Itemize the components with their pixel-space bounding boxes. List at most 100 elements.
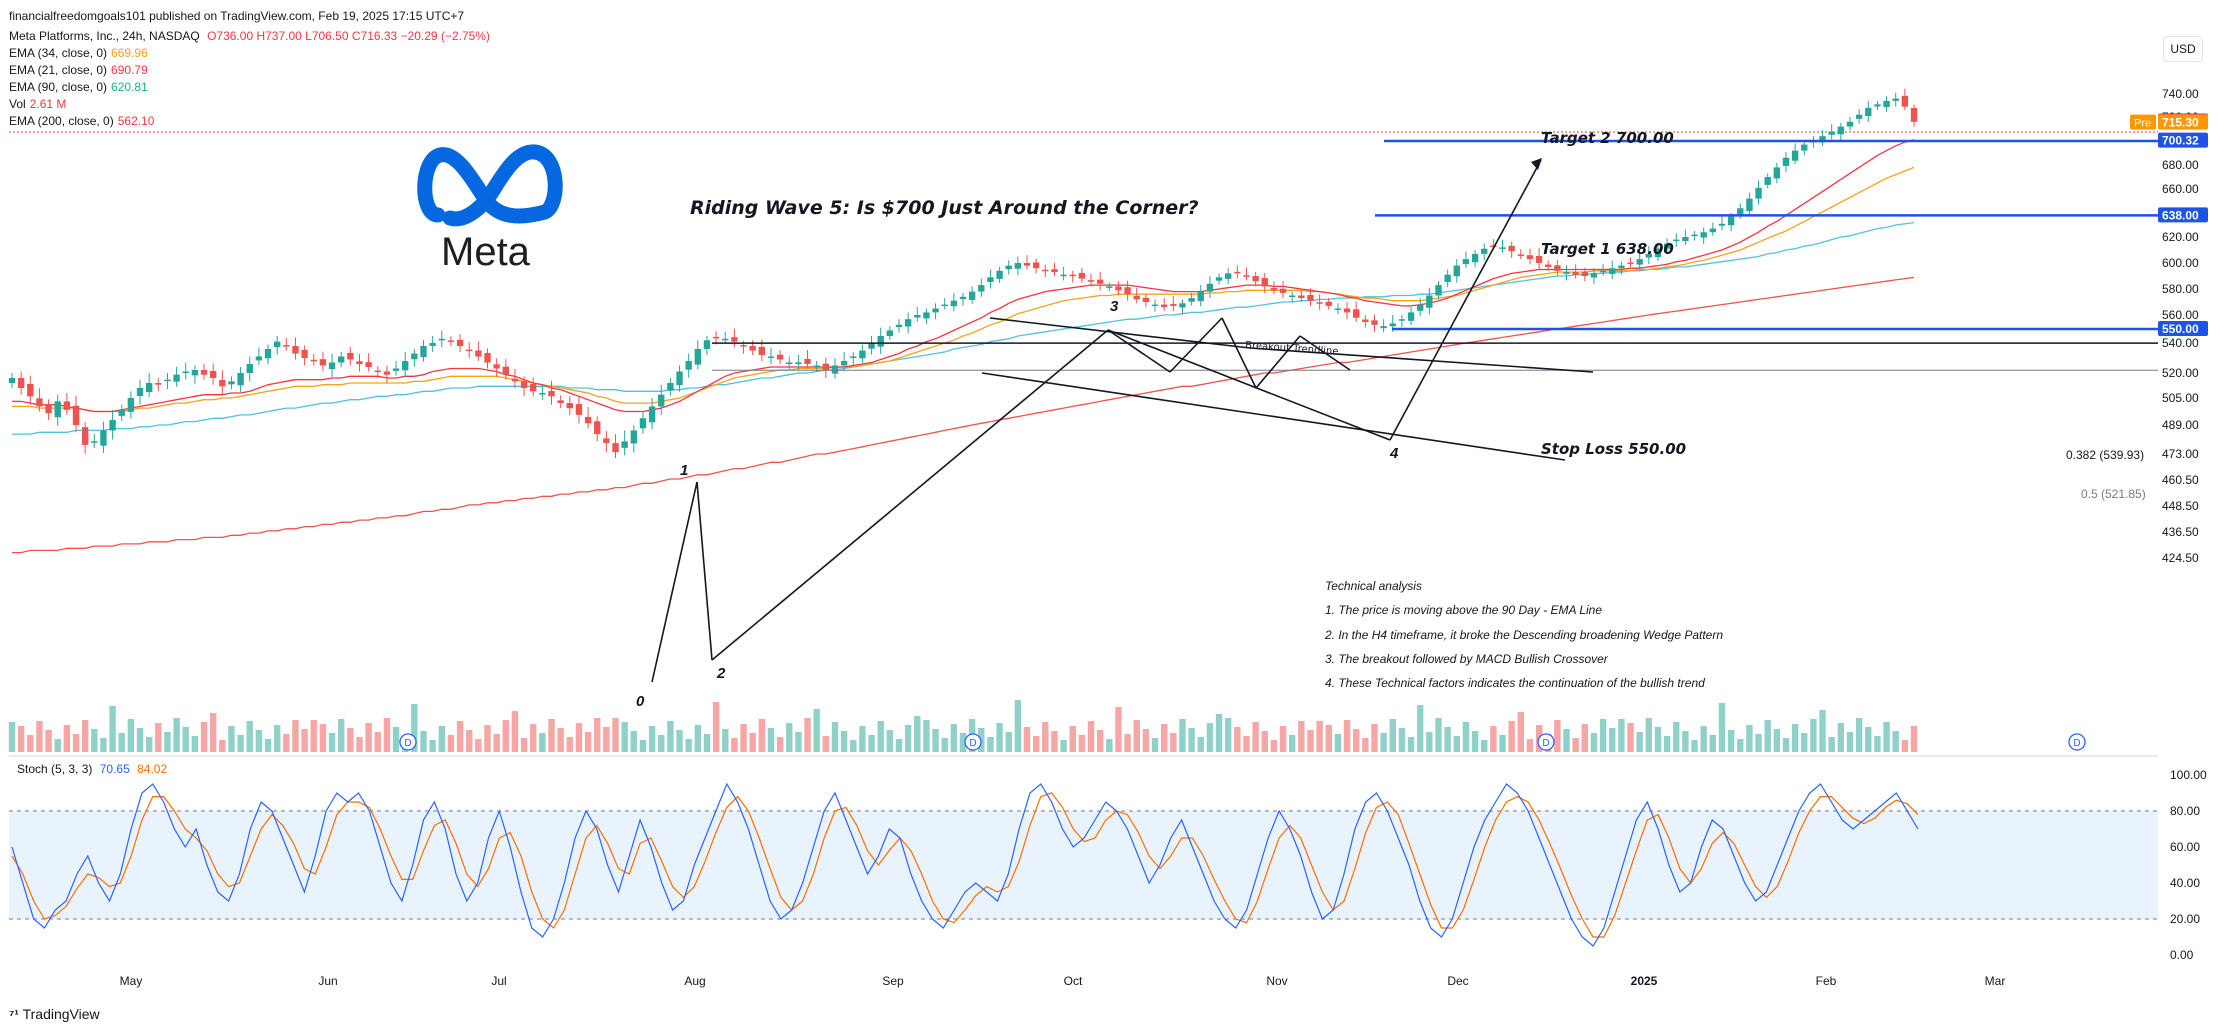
volume-bar [63,725,71,752]
volume-bar [1051,731,1058,752]
candle-body [968,291,976,300]
candle-body [1554,265,1561,271]
stoch-legend[interactable]: Stoch (5, 3, 3) 70.65 84.02 [17,762,167,776]
candle-body [328,362,336,370]
wave-1-label: 1 [680,462,688,479]
candle-body [923,312,930,319]
volume-bar [1096,730,1104,752]
candle-body [420,346,427,358]
ema34-legend[interactable]: EMA (34, close, 0) 669.96 [9,45,490,62]
candles[interactable] [8,88,1918,459]
volume-bar [1636,732,1643,752]
candle-body [475,350,482,357]
candle-body [54,401,61,418]
price-tag: 715.30 [2162,116,2199,130]
candle-body [1700,232,1707,238]
candle-body [1892,98,1899,101]
volume-bar [1060,740,1067,752]
candle-body [639,418,647,429]
volume-bar [1435,718,1442,752]
volume-bar [1325,725,1332,752]
volume-bar [502,720,509,752]
candle-body [1243,275,1250,277]
wave-0-label: 0 [636,693,645,710]
candle-body [621,441,628,448]
volume-bar [566,737,573,752]
candle-body [1590,273,1598,278]
volume-bar [557,728,564,752]
candle-body [1417,304,1424,311]
volume-bar [831,722,839,752]
chart-header: financialfreedomgoals101 published on Tr… [9,8,490,130]
candle-body [1389,323,1396,327]
volume-bar [511,711,519,752]
symbol-name[interactable]: Meta Platforms, Inc., 24h, NASDAQ [9,29,200,43]
volume-bar [1316,721,1323,752]
candle-body [566,403,573,409]
fib-05-label: 0.5 (521.85) [2081,487,2146,501]
currency-button[interactable]: USD [2163,36,2203,62]
volume-bar [1764,720,1771,752]
candle-body [822,363,830,370]
candle-body [630,430,637,444]
ema21-legend[interactable]: EMA (21, close, 0) 690.79 [9,62,490,79]
candle-body [292,346,299,354]
price-tick: 520.00 [2162,366,2199,380]
volume-bar [383,718,391,752]
candle-body [1353,309,1360,318]
stoch-tick: 0.00 [2170,948,2194,962]
price-tick: 680.00 [2162,158,2199,172]
candle-body [1252,276,1259,282]
vol-legend[interactable]: Vol 2.61 M [9,96,490,113]
candle-body [1124,287,1131,295]
candle-body [1755,187,1762,199]
stoch-band [9,810,2158,920]
volume-bar [475,739,482,752]
chart-title: Riding Wave 5: Is $700 Just Around the C… [690,197,1199,219]
candle-body [1087,280,1095,282]
volume-bar [1371,724,1378,752]
publisher-line: financialfreedomgoals101 published on Tr… [9,9,465,23]
volume-bar [1014,700,1022,752]
candle-body [91,441,98,443]
volume-bar [749,733,756,752]
dividend-marker [2068,733,2086,751]
volume-bar [630,731,637,752]
candle-body [1215,277,1223,281]
candle-body [731,337,738,342]
ema200-legend[interactable]: EMA (200, close, 0) 562.10 [9,113,490,130]
volume-bar [319,724,327,752]
candle-body [1910,108,1918,122]
candle-body [1526,255,1534,260]
time-label: Dec [1447,974,1468,988]
volume-bar [466,730,473,752]
dividend-marker [964,733,982,751]
volume-bar [173,718,180,752]
volume-bar [648,726,656,752]
volume-bar [1563,729,1570,752]
vol-value: 2.61 M [29,97,67,111]
candle-body [310,359,317,362]
candle-body [1398,319,1406,321]
volume-bar [356,737,363,752]
time-label: Sep [882,974,904,988]
stoch-tick: 100.00 [2170,768,2207,782]
tradingview-footer[interactable]: ⁷¹ TradingView [9,1006,100,1022]
analysis-point-1: 1. The price is moving above the 90 Day … [1325,603,1602,617]
candle-body [813,365,820,367]
candle-body [530,384,537,392]
candle-body [1042,269,1049,272]
pre-tag-bg [2130,114,2156,130]
candle-body [145,383,153,392]
ema90-legend[interactable]: EMA (90, close, 0) 620.81 [9,79,490,96]
volume-bar [1160,724,1168,752]
candle-body [200,370,208,375]
volume-bar [1343,720,1351,752]
candle-body [27,384,34,397]
symbol-line: Meta Platforms, Inc., 24h, NASDAQ O736.0… [9,28,490,45]
volume-bar [703,734,711,752]
candle-body [273,341,281,348]
candle-body [868,343,875,349]
candle-body [840,361,848,366]
